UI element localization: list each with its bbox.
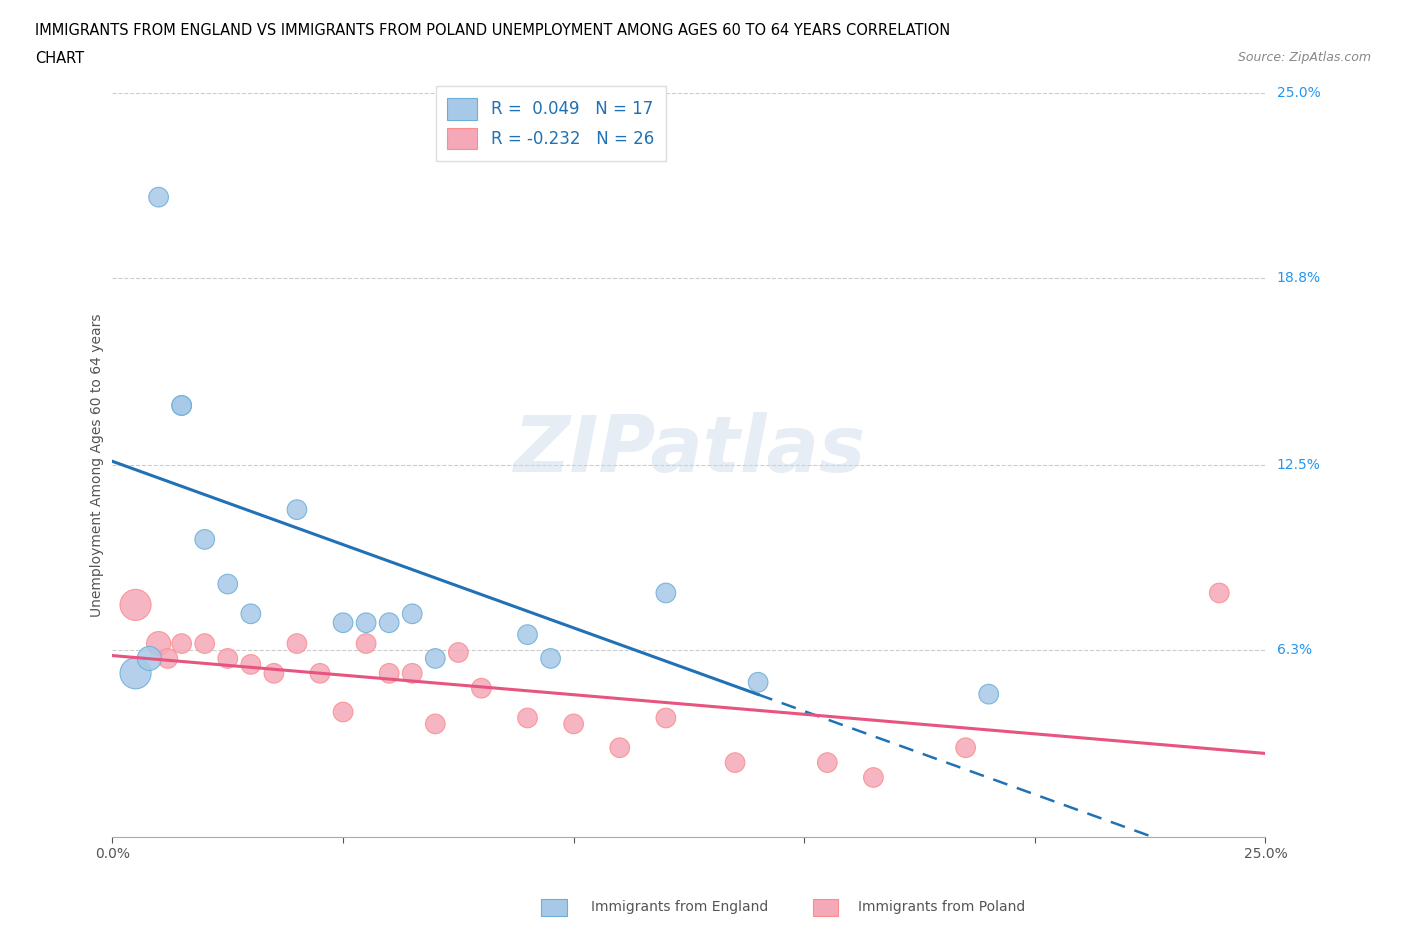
Text: 25.0%: 25.0% [1277, 86, 1320, 100]
Point [138, 651, 160, 666]
Point [239, 606, 262, 621]
Point [609, 740, 631, 755]
Point [516, 711, 538, 725]
Y-axis label: Unemployment Among Ages 60 to 64 years: Unemployment Among Ages 60 to 64 years [90, 313, 104, 617]
Point [194, 636, 217, 651]
Point [425, 651, 447, 666]
Point [156, 651, 179, 666]
Point [516, 627, 538, 642]
Point [332, 616, 354, 631]
Point [124, 666, 146, 681]
Point [148, 636, 170, 651]
Point [217, 651, 239, 666]
Point [354, 636, 377, 651]
Point [470, 681, 492, 696]
Point [655, 586, 678, 601]
Point [170, 398, 193, 413]
Point [401, 666, 423, 681]
Text: Source: ZipAtlas.com: Source: ZipAtlas.com [1237, 51, 1371, 64]
Legend: R =  0.049   N = 17, R = -0.232   N = 26: R = 0.049 N = 17, R = -0.232 N = 26 [436, 86, 665, 161]
Point [724, 755, 747, 770]
Point [401, 606, 423, 621]
Text: ZIPatlas: ZIPatlas [513, 412, 865, 488]
Point [655, 711, 678, 725]
Text: CHART: CHART [35, 51, 84, 66]
Point [170, 636, 193, 651]
Point [217, 577, 239, 591]
Point [378, 666, 401, 681]
Point [170, 398, 193, 413]
Point [332, 705, 354, 720]
Point [239, 657, 262, 671]
Text: 6.3%: 6.3% [1277, 643, 1312, 657]
Point [148, 190, 170, 205]
Point [1208, 586, 1230, 601]
Text: 18.8%: 18.8% [1277, 271, 1320, 285]
Text: Immigrants from Poland: Immigrants from Poland [858, 899, 1025, 914]
Point [194, 532, 217, 547]
Text: 12.5%: 12.5% [1277, 458, 1320, 472]
Point [955, 740, 977, 755]
Text: IMMIGRANTS FROM ENGLAND VS IMMIGRANTS FROM POLAND UNEMPLOYMENT AMONG AGES 60 TO : IMMIGRANTS FROM ENGLAND VS IMMIGRANTS FR… [35, 23, 950, 38]
Point [447, 645, 470, 660]
Point [815, 755, 838, 770]
Point [124, 597, 146, 612]
Point [378, 616, 401, 631]
Point [977, 686, 1000, 701]
Point [285, 502, 308, 517]
Text: Immigrants from England: Immigrants from England [591, 899, 768, 914]
Point [862, 770, 884, 785]
Point [354, 616, 377, 631]
Point [562, 716, 585, 731]
Point [540, 651, 562, 666]
Point [263, 666, 285, 681]
Point [425, 716, 447, 731]
Point [747, 675, 769, 690]
Point [309, 666, 332, 681]
Point [285, 636, 308, 651]
